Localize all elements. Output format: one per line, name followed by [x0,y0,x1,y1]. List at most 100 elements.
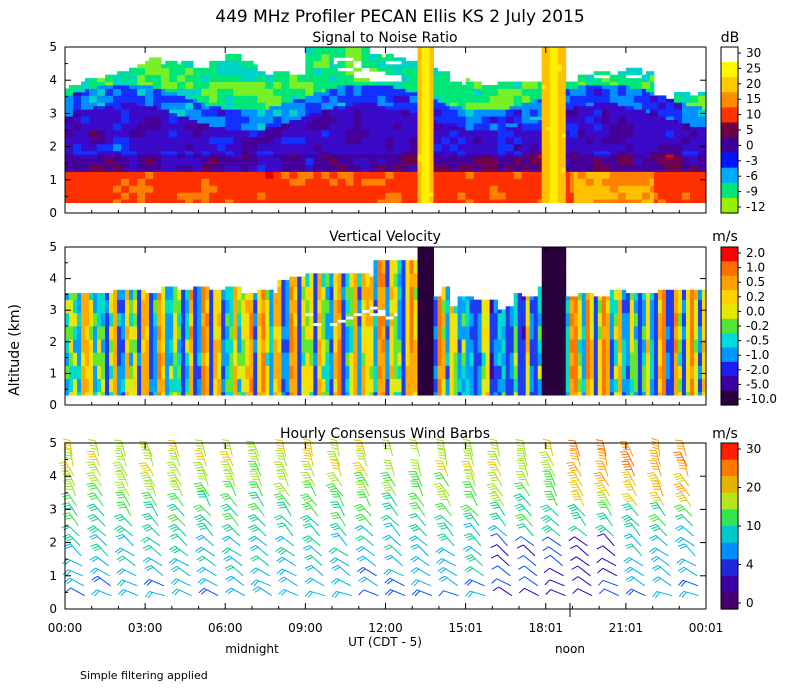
snr-cell [73,150,78,155]
snr-cell [209,181,214,186]
snr-cell [181,147,186,152]
snr-cell [329,178,334,183]
snr-cell [133,74,138,79]
snr-cell [421,164,426,169]
snr-cell [557,98,563,103]
snr-cell [461,181,467,186]
snr-cell [465,88,471,93]
snr-cell [321,53,326,58]
snr-cell [241,161,246,165]
snr-cell [249,168,254,172]
snr-cell [301,185,306,190]
snr-cell [561,123,567,127]
snr-cell [561,116,567,121]
snr-cell [321,150,326,155]
snr-cell [181,85,186,89]
snr-cell [257,188,262,193]
snr-cell [233,88,238,93]
snr-cell [297,161,302,165]
snr-cell [413,174,418,179]
snr-cell [245,188,250,193]
snr-cell [209,188,214,193]
snr-cell [281,71,286,76]
snr-cell [365,130,370,134]
snr-cell [329,143,334,148]
snr-cell [429,50,434,55]
snr-cell [185,88,190,93]
snr-cell [453,98,459,103]
snr-cell [101,143,106,148]
snr-cell [325,105,330,110]
snr-cell [201,199,206,204]
snr-cell [137,164,142,169]
snr-cell [209,98,214,103]
snr-cell [353,95,358,100]
snr-cell [253,102,258,107]
snr-cell [305,168,310,172]
snr-cell [69,109,74,114]
snr-cell [157,192,162,197]
snr-cell [201,119,206,124]
snr-cell [109,105,114,110]
snr-cell [313,60,318,65]
snr-cell [457,147,463,152]
snr-cell [189,91,194,96]
snr-cell [365,81,370,86]
snr-cell [69,123,74,127]
snr-cell [433,130,438,134]
snr-cell [277,195,282,200]
snr-cell [533,109,539,114]
snr-cell [101,105,106,110]
snr-cell [377,171,382,176]
snr-cell [505,140,511,145]
snr-cell [357,143,362,148]
snr-cell [313,105,318,110]
snr-cell [229,150,234,155]
snr-cell [345,116,350,121]
snr-cell [189,81,194,86]
snr-cell [253,88,258,93]
snr-cell [141,78,146,82]
snr-cell [341,88,346,93]
snr-cell [501,199,507,204]
snr-cell [549,105,555,110]
snr-cell [421,57,426,62]
snr-cell [373,181,378,186]
snr-cell [353,112,358,117]
snr-cell [105,95,110,100]
snr-cell [153,188,158,193]
snr-cell [193,74,198,79]
snr-cell [549,178,555,183]
snr-cell [265,95,270,100]
snr-cell [209,88,214,93]
snr-cell [561,74,567,79]
snr-cell [65,192,70,197]
snr-cell [241,78,246,82]
snr-cell [329,192,334,197]
snr-cell [185,116,190,121]
snr-cell [313,112,318,117]
snr-cell [449,164,455,169]
snr-cell [485,178,491,183]
snr-cell [397,178,402,183]
snr-cell [113,105,118,110]
snr-cell [561,171,567,176]
snr-cell [381,112,386,117]
snr-cell [365,126,370,131]
snr-cell [265,157,270,162]
snr-cell [217,64,222,69]
snr-cell [329,71,334,76]
snr-cell [281,119,286,124]
snr-cell [201,150,206,155]
snr-cell [357,192,362,197]
snr-cell [161,119,166,124]
snr-cell [481,102,487,107]
snr-cell [489,174,495,179]
snr-cell [533,174,539,179]
snr-cell [137,181,142,186]
snr-cell [217,88,222,93]
snr-cell [505,126,511,131]
snr-cell [73,199,78,204]
snr-cell [369,133,374,138]
snr-cell [341,171,346,176]
